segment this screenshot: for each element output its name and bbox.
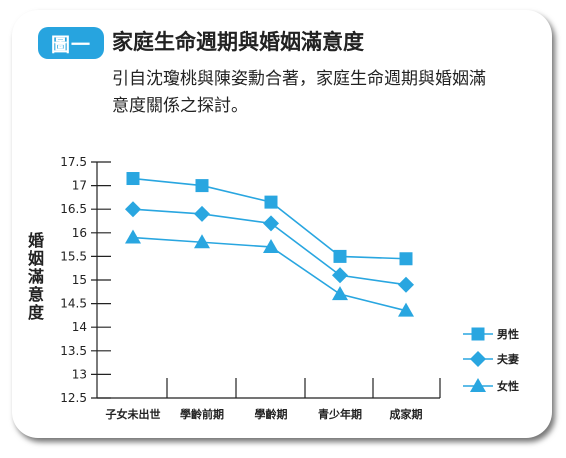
data-point-diamond [263,215,279,232]
y-tick-label: 14 [72,320,87,334]
y-tick-label: 13.5 [60,344,87,358]
x-tick-label: 成家期 [390,407,423,421]
y-tick-label: 17 [72,179,87,193]
figure-card [12,10,552,438]
figure-badge: 圖一 [38,27,104,59]
y-tick-label: 15.5 [60,249,87,263]
data-point-triangle [263,238,279,253]
data-point-square [126,172,140,186]
legend-marker-square [471,327,485,341]
data-point-diamond [332,267,348,284]
y-tick-label: 15 [72,273,87,287]
x-tick-label: 青少年期 [318,407,362,421]
data-point-square [195,179,209,193]
x-tick-label: 學齡期 [255,407,288,421]
description-line-2: 意度關係之探討。 [112,96,248,116]
x-tick-label: 子女未出世 [106,407,161,421]
figure-description: 引自沈瓊桃與陳姿勳合著，家庭生命週期與婚姻滿 意度關係之探討。 [112,66,532,120]
data-point-triangle [125,229,141,244]
data-point-triangle [332,286,348,301]
data-point-diamond [398,276,414,293]
y-axis-label: 婚姻滿意度 [28,231,45,322]
data-point-square [333,249,347,263]
legend-label: 女性 [497,379,519,393]
data-point-square [264,195,278,209]
data-point-diamond [194,205,210,222]
y-tick-label: 17.5 [60,155,87,169]
y-tick-label: 14.5 [60,297,87,311]
y-tick-label: 13 [72,367,87,381]
data-point-triangle [398,302,414,317]
legend-label: 男性 [497,327,519,341]
data-point-triangle [194,234,210,249]
legend-marker-triangle [470,378,486,392]
y-tick-label: 12.5 [60,391,87,405]
legend-label: 夫妻 [497,352,519,366]
description-line-1: 引自沈瓊桃與陳姿勳合著，家庭生命週期與婚姻滿 [112,69,486,89]
data-point-diamond [125,201,141,218]
y-tick-label: 16.5 [60,202,87,216]
y-tick-label: 16 [72,226,87,240]
legend-marker-diamond [470,351,486,367]
data-point-square [399,252,413,266]
x-tick-label: 學齡前期 [180,407,224,421]
figure-title: 家庭生命週期與婚姻滿意度 [112,30,364,54]
